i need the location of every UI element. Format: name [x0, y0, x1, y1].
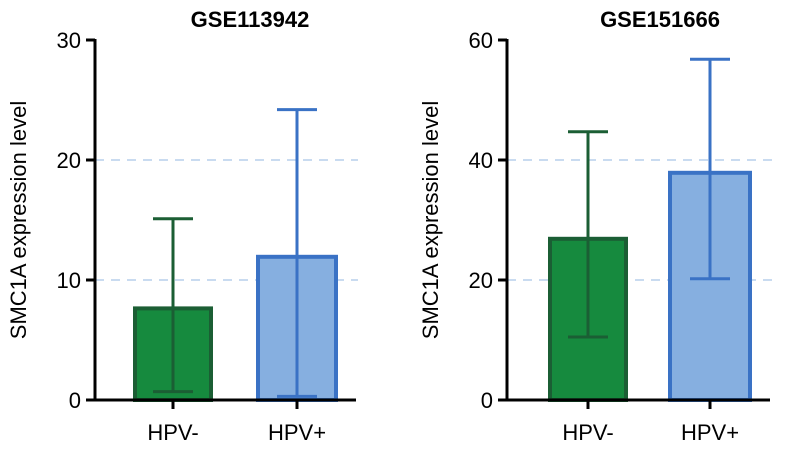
y-tick-label: 40 [469, 148, 493, 173]
chart-panel-1: GSE113942 SMC1A expression level HPV- HPV+ 0… [6, 7, 358, 445]
x-tick-label: HPV+ [268, 420, 326, 445]
x-tick-label: HPV- [562, 420, 613, 445]
y-axis-label: SMC1A expression level [418, 101, 443, 339]
y-tick-label: 0 [69, 388, 81, 413]
y-tick-label: 20 [57, 148, 81, 173]
chart-title: GSE151666 [600, 7, 720, 32]
chart-title: GSE113942 [191, 7, 310, 32]
y-tick-label: 30 [57, 28, 81, 53]
y-axis-label: SMC1A expression level [6, 101, 31, 339]
y-tick-label: 60 [469, 28, 493, 53]
x-tick-label: HPV- [147, 420, 198, 445]
y-tick-label: 0 [481, 388, 493, 413]
chart-panel-2: GSE151666 SMC1A expression level HPV- HPV+ 0… [418, 7, 772, 445]
y-tick-label: 10 [57, 268, 81, 293]
x-tick-label: HPV+ [681, 420, 739, 445]
y-tick-label: 20 [469, 268, 493, 293]
